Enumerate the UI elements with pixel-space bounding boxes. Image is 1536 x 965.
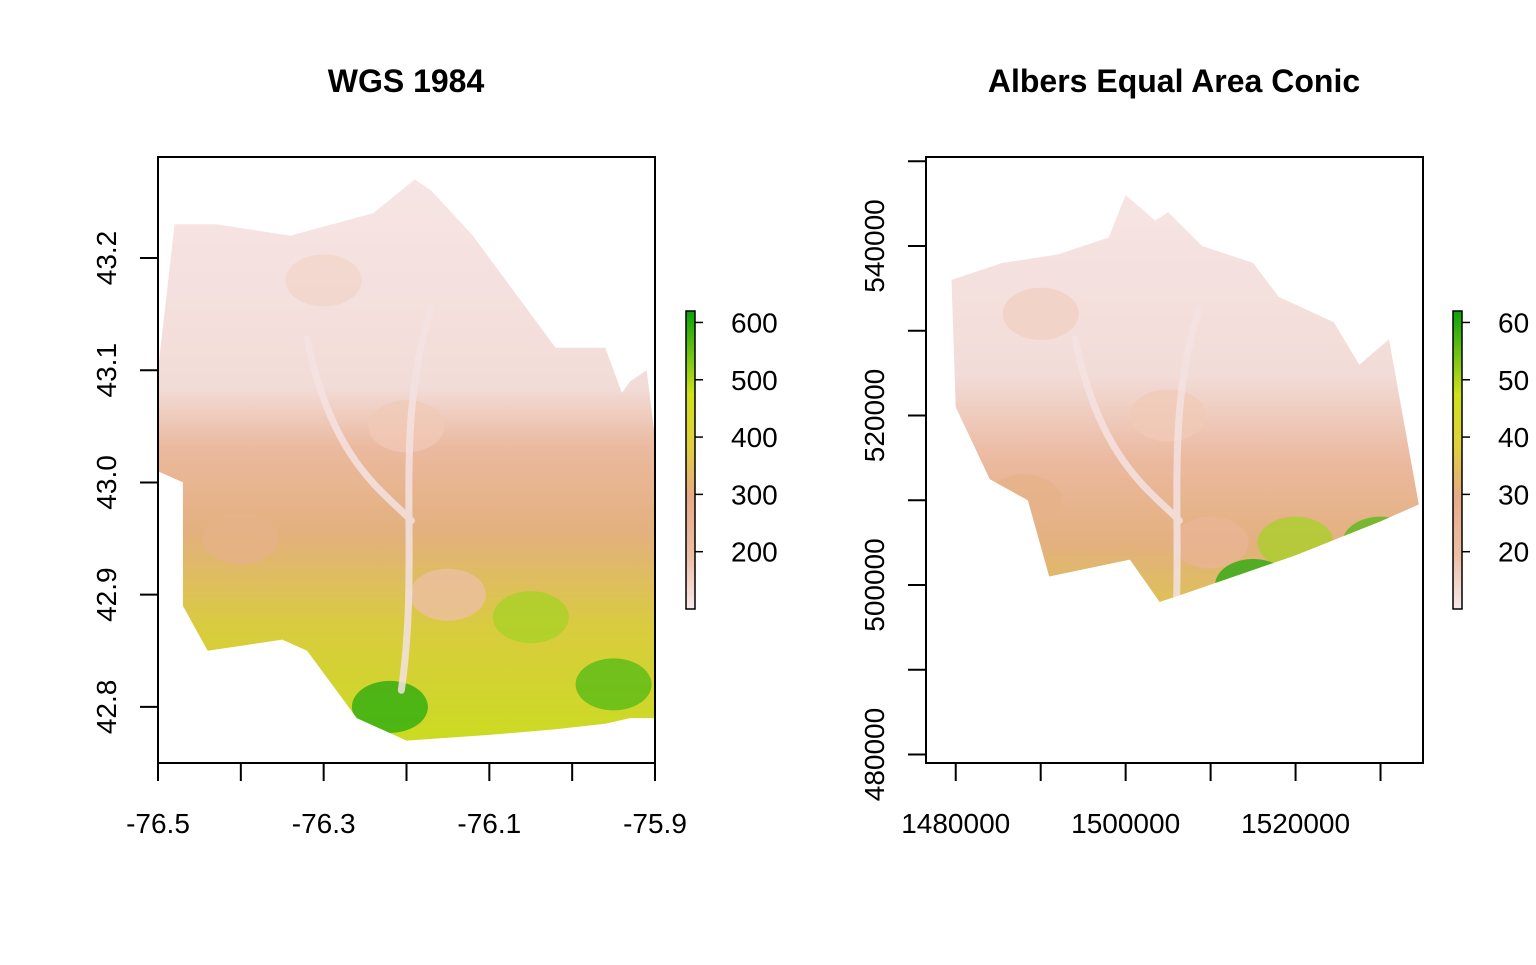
legend-tick-label: 60 bbox=[1498, 307, 1529, 338]
elevation-sample bbox=[1257, 516, 1334, 569]
y-axis: 42.8 42.9 43.0 43.1 43.2 bbox=[91, 231, 158, 734]
elevation-sample bbox=[285, 254, 362, 307]
legend-tick-label: 600 bbox=[731, 307, 778, 338]
elevation-sample bbox=[1002, 287, 1079, 340]
legend-tick-label: 300 bbox=[731, 479, 778, 510]
panel-wgs1984: WGS 1984 -76.5 -76.3 -76.1 -75.9 42.8 42.9 43… bbox=[91, 63, 778, 839]
elevation-raster bbox=[158, 179, 655, 741]
elevation-sample bbox=[575, 658, 652, 711]
x-tick-label: 1500000 bbox=[1071, 808, 1180, 839]
y-tick-label: 43.0 bbox=[91, 455, 122, 510]
valley-line bbox=[1165, 305, 1203, 602]
y-tick-label: 43.1 bbox=[91, 343, 122, 398]
elevation-sample bbox=[1342, 516, 1419, 569]
legend-tick-label: 200 bbox=[731, 537, 778, 568]
x-tick-label: 1480000 bbox=[901, 808, 1010, 839]
legend-tick-label: 40 bbox=[1498, 422, 1529, 453]
valley-line bbox=[303, 335, 415, 525]
x-tick-label: -75.9 bbox=[623, 808, 687, 839]
y-tick-label: 520000 bbox=[859, 369, 890, 462]
y-tick-label: 43.2 bbox=[91, 231, 122, 286]
plot-frame bbox=[925, 156, 1424, 764]
chart-title: WGS 1984 bbox=[328, 63, 485, 99]
legend-tick-label: 30 bbox=[1498, 479, 1529, 510]
y-tick-label: 480000 bbox=[859, 708, 890, 801]
elevation-sample bbox=[202, 512, 279, 565]
x-tick-label: -76.1 bbox=[457, 808, 521, 839]
elevation-sample bbox=[368, 400, 445, 453]
elevation-sample bbox=[409, 568, 486, 621]
elevation-sample bbox=[1215, 559, 1292, 602]
elevation-sample bbox=[492, 591, 569, 644]
y-tick-label: 42.9 bbox=[91, 567, 122, 622]
y-tick-label: 42.8 bbox=[91, 680, 122, 735]
valley-line bbox=[1071, 335, 1183, 525]
legend-tick-label: 500 bbox=[731, 365, 778, 396]
raster-clip bbox=[951, 195, 1419, 602]
legend-bar bbox=[685, 310, 696, 610]
y-tick-label: 540000 bbox=[859, 199, 890, 292]
x-tick-label: 1520000 bbox=[1241, 808, 1350, 839]
panel-albers: Albers Equal Area Conic 1480000 1500000 15… bbox=[859, 63, 1529, 839]
elevation-sample bbox=[351, 680, 428, 733]
y-axis: 480000 500000 520000 540000 bbox=[859, 160, 926, 801]
x-tick-label: -76.5 bbox=[126, 808, 190, 839]
x-axis: 1480000 1500000 1520000 bbox=[901, 763, 1382, 839]
x-axis: -76.5 -76.3 -76.1 -75.9 bbox=[126, 763, 687, 839]
color-legend: 20 30 40 50 60 bbox=[1452, 307, 1529, 610]
raster-clip bbox=[158, 179, 655, 741]
x-tick-label: -76.3 bbox=[292, 808, 356, 839]
valley-network bbox=[1071, 305, 1203, 602]
valley-network bbox=[303, 305, 435, 694]
valley-line bbox=[397, 305, 435, 694]
legend-bar bbox=[1452, 310, 1463, 610]
legend-tick-label: 400 bbox=[731, 422, 778, 453]
legend-tick-label: 20 bbox=[1498, 537, 1529, 568]
chart-title: Albers Equal Area Conic bbox=[988, 63, 1360, 99]
legend-tick-label: 50 bbox=[1498, 365, 1529, 396]
elevation-sample bbox=[985, 474, 1062, 527]
y-tick-label: 500000 bbox=[859, 538, 890, 631]
color-legend: 200 300 400 500 600 bbox=[685, 307, 778, 610]
elevation-raster bbox=[951, 195, 1419, 602]
elevation-sample bbox=[1130, 389, 1207, 442]
elevation-sample bbox=[1172, 516, 1249, 569]
